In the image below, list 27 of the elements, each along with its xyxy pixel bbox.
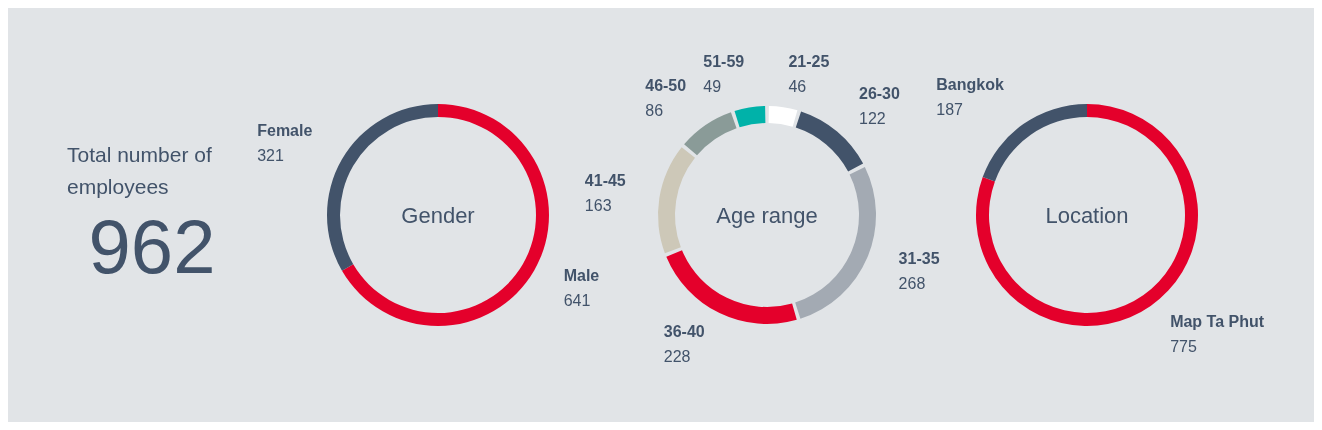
data-label: 49 <box>703 78 722 96</box>
text: Age range <box>716 202 818 228</box>
slice-label: 36-40 <box>663 323 705 341</box>
data-label: 86 <box>645 101 664 119</box>
data-label: 228 <box>663 348 691 366</box>
text: 962 <box>88 203 216 289</box>
slice-label: 46-50 <box>645 76 687 94</box>
text: Gender <box>401 202 475 228</box>
data-label: 163 <box>584 197 612 215</box>
data-label: 187 <box>936 100 964 118</box>
slice-label: Bangkok <box>936 75 1004 93</box>
data-label: 321 <box>257 147 284 165</box>
slice-label: 31-35 <box>898 250 940 268</box>
data-label: 122 <box>859 110 886 128</box>
data-label: 775 <box>1170 338 1197 356</box>
text: Location <box>1045 202 1129 228</box>
slice-label: 26-30 <box>859 85 901 103</box>
data-label: 641 <box>563 291 591 309</box>
data-label: 268 <box>898 275 926 293</box>
data-label: 46 <box>788 78 807 96</box>
slice-label: Female <box>257 122 313 140</box>
slice-label: Male <box>563 266 600 284</box>
slice-label: 51-59 <box>703 53 745 71</box>
slice-label: Map Ta Phut <box>1170 313 1265 331</box>
text: Total number of employees <box>67 142 218 198</box>
slice-label: 21-25 <box>788 53 830 71</box>
slice-label: 41-45 <box>584 172 626 190</box>
